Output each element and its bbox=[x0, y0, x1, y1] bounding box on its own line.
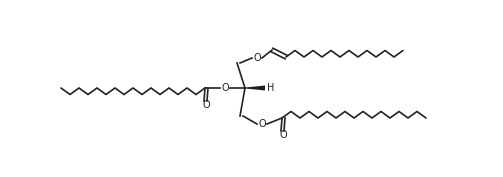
Text: O: O bbox=[279, 130, 287, 140]
Text: O: O bbox=[253, 53, 261, 63]
Text: O: O bbox=[202, 100, 210, 110]
Polygon shape bbox=[245, 85, 265, 90]
Text: O: O bbox=[221, 83, 229, 93]
Text: H: H bbox=[267, 83, 274, 93]
Text: O: O bbox=[258, 119, 266, 129]
